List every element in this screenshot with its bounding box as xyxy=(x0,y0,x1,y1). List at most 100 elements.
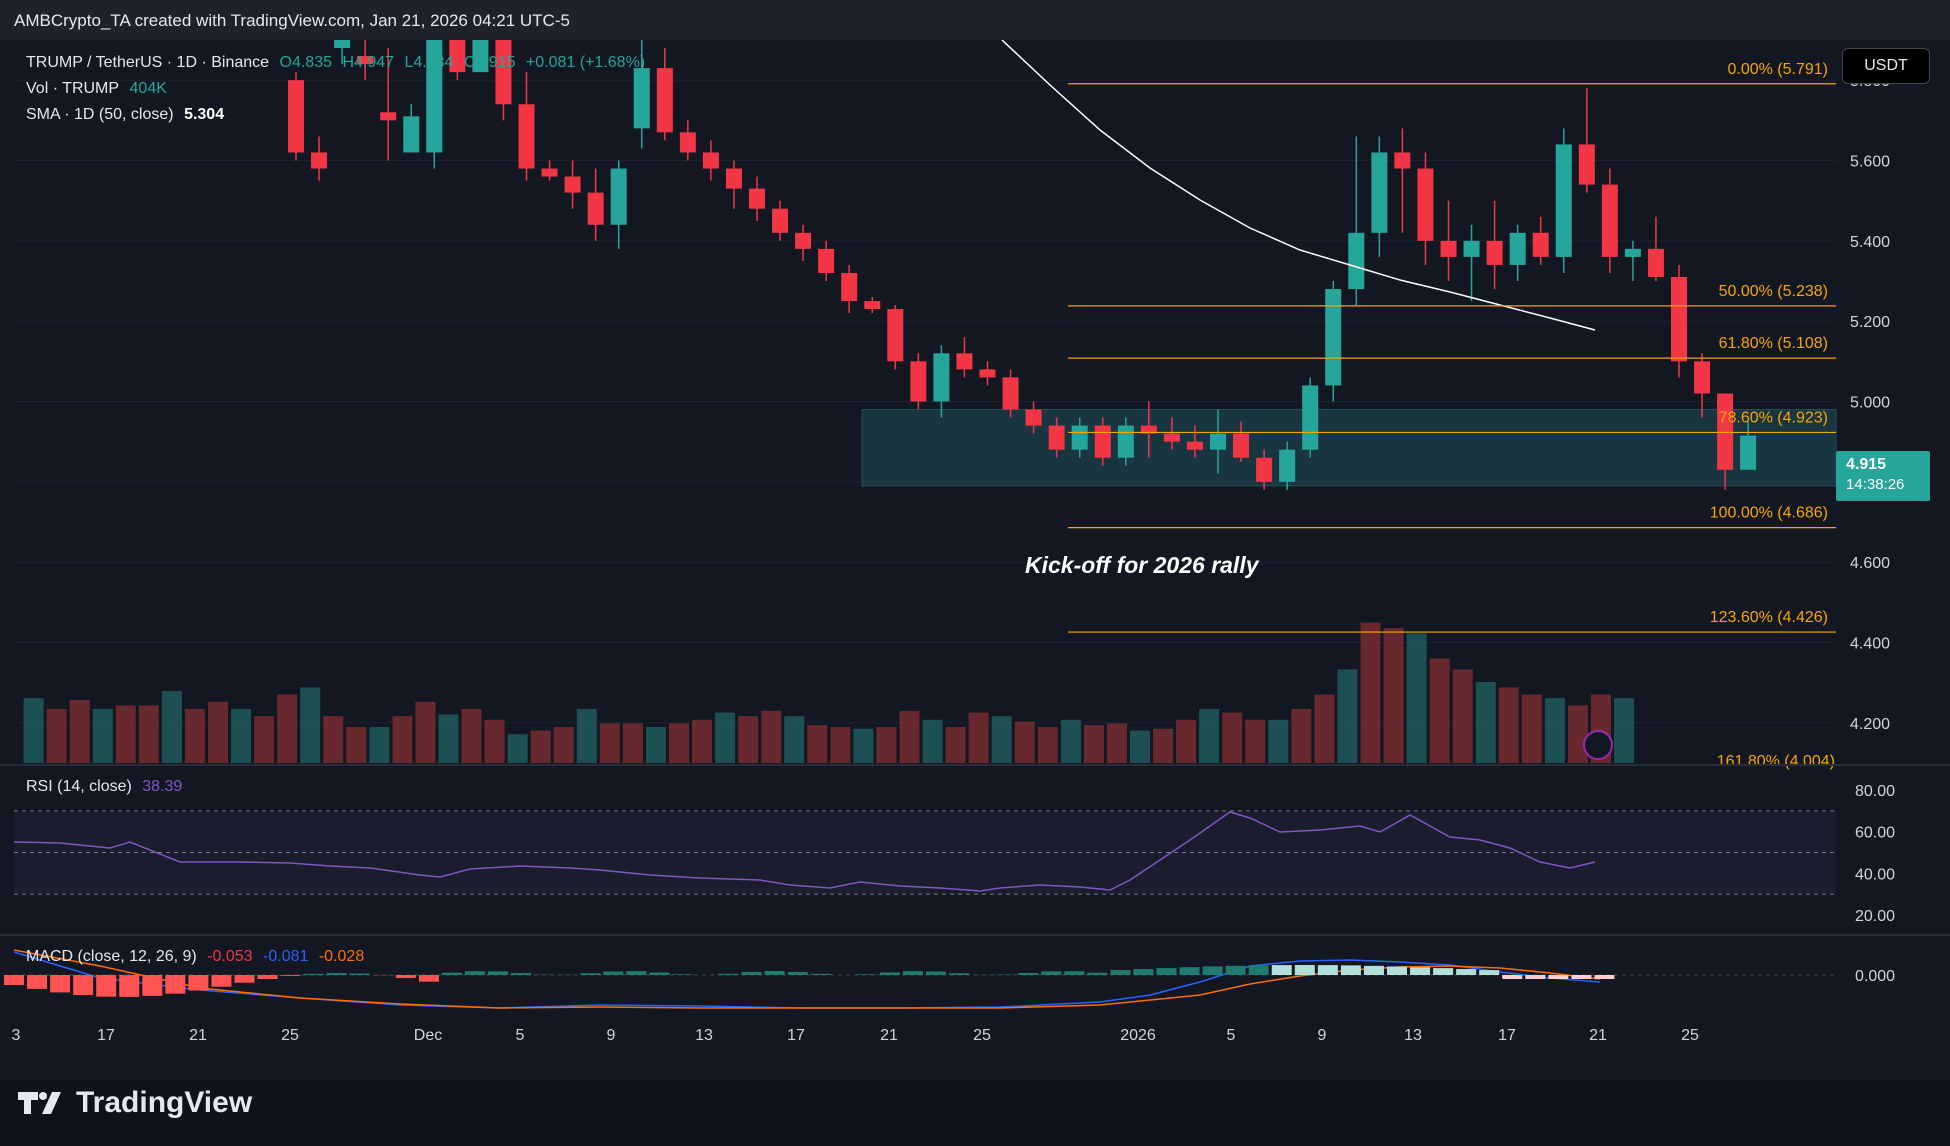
volume-bar xyxy=(161,691,182,763)
candle-body xyxy=(380,112,397,121)
tradingview-logo[interactable]: TradingView xyxy=(16,1086,252,1120)
volume-bar xyxy=(1083,725,1104,763)
volume-bar xyxy=(1268,719,1289,763)
volume-bar xyxy=(599,723,620,763)
macd-legend[interactable]: MACD (close, 12, 26, 9) -0.053 -0.081 -0… xyxy=(26,948,370,966)
volume-bar xyxy=(369,727,390,763)
volume-bar xyxy=(645,727,666,763)
candle-body xyxy=(311,152,328,169)
candle-body xyxy=(472,35,489,73)
macd-histogram-bar xyxy=(441,972,462,975)
macd-histogram-bar xyxy=(1133,969,1154,975)
macd-histogram-bar xyxy=(280,975,301,976)
candle-body xyxy=(633,68,650,129)
volume-bar xyxy=(738,716,759,763)
price-tick-label: 4.400 xyxy=(1850,636,1890,653)
macd-histogram-bar xyxy=(119,975,140,997)
candle-body xyxy=(1371,152,1388,233)
macd-histogram-bar xyxy=(603,971,624,975)
macd-signal-value: -0.081 xyxy=(263,948,309,965)
date-tick-label: 25 xyxy=(1681,1027,1699,1044)
volume-bar xyxy=(1060,719,1081,763)
macd-histogram-bar xyxy=(1110,970,1131,975)
candle-body xyxy=(1417,168,1434,241)
candle-body xyxy=(1094,425,1111,458)
fib-level-label: 0.00% (5.791) xyxy=(1727,61,1828,78)
bar-countdown: 14:38:26 xyxy=(1846,476,1905,493)
candle-body xyxy=(749,188,765,209)
candle-body xyxy=(1233,433,1250,458)
rsi-label: RSI (14, close) xyxy=(26,778,132,795)
macd-histogram-bar xyxy=(672,974,693,975)
volume-bar xyxy=(300,687,321,763)
candle-body xyxy=(334,40,351,49)
macd-histogram-bar xyxy=(303,973,324,975)
fib-level-label: 61.80% (5.108) xyxy=(1719,335,1828,352)
volume-bar xyxy=(346,727,367,763)
macd-histogram-bar xyxy=(96,975,117,997)
volume-legend[interactable]: Vol · TRUMP 404K xyxy=(26,80,173,98)
macd-histogram-bar xyxy=(1248,965,1269,975)
date-tick-label: 5 xyxy=(1227,1027,1236,1044)
candle-body xyxy=(1117,425,1134,458)
volume-bar xyxy=(438,714,459,763)
candle-body xyxy=(1740,435,1757,470)
macd-histogram-bar xyxy=(718,973,739,975)
rsi-band xyxy=(14,810,1836,895)
candle-body xyxy=(956,353,973,370)
volume-bar xyxy=(392,716,413,763)
macd-histogram-bar xyxy=(580,973,601,975)
volume-bar xyxy=(1406,633,1427,763)
candle-body xyxy=(910,361,927,402)
volume-bar xyxy=(254,716,275,763)
macd-histogram-bar xyxy=(879,972,900,975)
rsi-tick-label: 80.00 xyxy=(1855,783,1895,800)
macd-histogram-bar xyxy=(926,971,946,975)
date-tick-label: 25 xyxy=(973,1027,991,1044)
macd-histogram-bar xyxy=(165,975,186,994)
candle-body xyxy=(1071,425,1088,450)
macd-histogram-bar xyxy=(257,975,278,979)
volume-bar xyxy=(184,709,205,763)
candle-body xyxy=(587,192,604,225)
candle-body xyxy=(1647,248,1664,277)
volume-bar xyxy=(1314,694,1335,763)
price-tick-label: 5.200 xyxy=(1850,314,1890,331)
volume-bar xyxy=(830,727,851,763)
sma-legend[interactable]: SMA · 1D (50, close) 5.304 xyxy=(26,106,230,124)
demand-zone xyxy=(861,409,1837,487)
volume-bar xyxy=(576,709,597,763)
candle-body xyxy=(1025,409,1042,426)
price-tick-label: 5.400 xyxy=(1850,234,1890,251)
macd-histogram-bar xyxy=(1317,965,1338,975)
brand-name: TradingView xyxy=(76,1086,253,1119)
macd-histogram-bar xyxy=(511,973,532,975)
rsi-tick-label: 60.00 xyxy=(1855,825,1895,842)
rsi-legend[interactable]: RSI (14, close) 38.39 xyxy=(26,778,188,796)
rsi-value: 38.39 xyxy=(142,778,183,795)
date-tick-label: 21 xyxy=(189,1027,207,1044)
volume-bar xyxy=(1130,730,1150,763)
date-tick-label: 25 xyxy=(281,1027,299,1044)
macd-histogram-bar xyxy=(326,973,347,975)
macd-histogram-bar xyxy=(1456,969,1477,975)
date-tick-label: 13 xyxy=(695,1027,713,1044)
volume-bar xyxy=(484,719,505,763)
macd-histogram-bar xyxy=(856,974,877,975)
macd-histogram-bar xyxy=(4,975,24,985)
macd-histogram-bar xyxy=(73,975,94,996)
macd-histogram-bar xyxy=(234,975,255,983)
symbol-legend[interactable]: TRUMP / TetherUS · 1D · Binance O4.835 H… xyxy=(26,54,651,72)
candle-body xyxy=(1486,240,1503,265)
candle-body xyxy=(1279,449,1296,482)
volume-bar xyxy=(1521,694,1542,763)
macd-histogram-bar xyxy=(188,975,209,991)
volume-bar xyxy=(1245,719,1266,763)
volume-bar xyxy=(807,725,828,763)
macd-histogram-bar xyxy=(1271,965,1292,975)
candle-body xyxy=(702,152,719,169)
currency-button[interactable]: USDT xyxy=(1842,48,1930,84)
ohlc-open: O4.835 xyxy=(279,54,332,71)
macd-histogram-bar xyxy=(1548,975,1569,979)
macd-histogram-bar xyxy=(1018,972,1039,975)
